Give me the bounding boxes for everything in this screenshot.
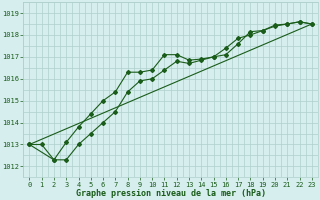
X-axis label: Graphe pression niveau de la mer (hPa): Graphe pression niveau de la mer (hPa) [76, 189, 266, 198]
